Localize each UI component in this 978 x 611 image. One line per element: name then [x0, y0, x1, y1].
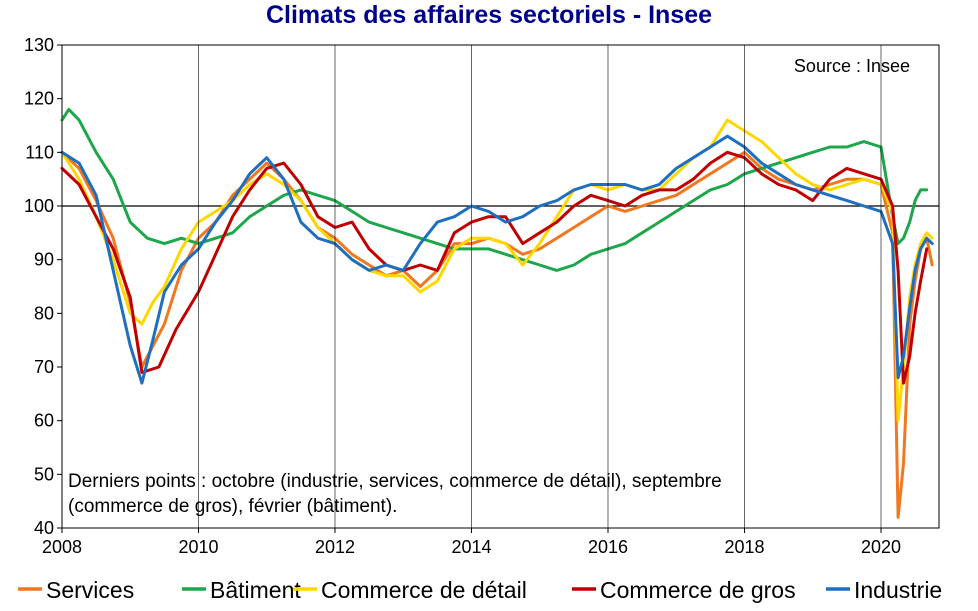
- y-tick-label: 110: [25, 142, 54, 162]
- y-tick-label: 120: [24, 89, 54, 109]
- legend: Services Bâtiment Commerce de détail Commer…: [18, 577, 942, 603]
- legend-label: Services: [46, 577, 134, 603]
- x-tick-label: 2014: [451, 537, 491, 557]
- legend-label: Industrie: [854, 577, 942, 603]
- y-tick-label: 100: [24, 196, 54, 216]
- note-line-1: Derniers points : octobre (industrie, se…: [68, 471, 722, 492]
- x-tick-label: 2020: [861, 537, 901, 557]
- legend-label: Bâtiment: [210, 577, 301, 603]
- x-tick-label: 2016: [588, 537, 628, 557]
- x-tick-label: 2012: [315, 537, 355, 557]
- y-tick-label: 90: [34, 250, 54, 270]
- series-line-commerce-de-gros: [60, 150, 929, 385]
- legend-label: Commerce de gros: [600, 577, 796, 603]
- y-tick-label: 70: [34, 357, 54, 377]
- x-tick-label: 2008: [42, 537, 82, 557]
- series-layer: [60, 107, 934, 519]
- axes: 40 50 60 70 80 90 100 110 120 130 2008 2010 2012 2014…: [24, 35, 901, 557]
- chart-title: Climats des affaires sectoriels - Insee: [265, 1, 713, 29]
- plot-area: [61, 44, 940, 529]
- note-line-2: (commerce de gros), février (bâtiment).: [68, 496, 397, 517]
- x-tick-label: 2018: [724, 537, 764, 557]
- y-tick-label: 50: [34, 464, 54, 484]
- y-tick-label: 80: [34, 303, 54, 323]
- legend-label: Commerce de détail: [321, 577, 527, 603]
- x-tick-label: 2010: [178, 537, 218, 557]
- series-line-industrie: [60, 134, 934, 385]
- y-tick-label: 60: [34, 411, 54, 431]
- series-line-commerce-de-d-tail: [60, 118, 934, 423]
- y-tick-label: 130: [24, 35, 54, 55]
- source-label: Source : Insee: [794, 56, 910, 76]
- y-tick-label: 40: [34, 518, 54, 538]
